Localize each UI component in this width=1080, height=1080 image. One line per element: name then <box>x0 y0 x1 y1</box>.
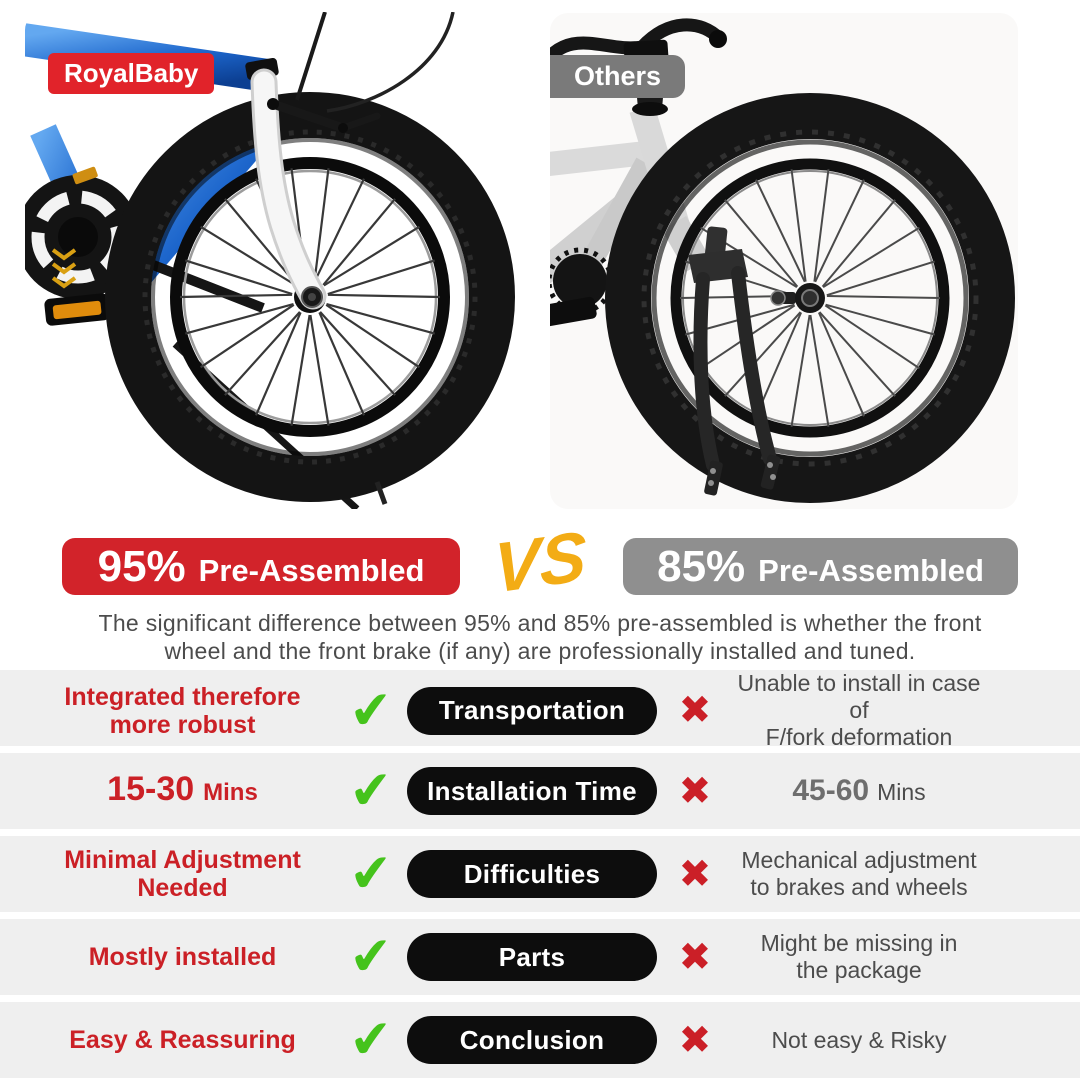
pros-cell: Easy & Reassuring <box>69 1026 296 1054</box>
pros-cell: Minimal Adjustment Needed <box>64 846 301 902</box>
cons-cell: 45-60 Mins <box>792 773 926 807</box>
banner-95-label: Pre-Assembled <box>198 553 425 588</box>
banner-95-preassembled: 95% Pre-Assembled <box>62 538 460 595</box>
pros-cell: 15-30 Mins <box>107 770 258 808</box>
white-fork <box>250 68 327 310</box>
cross-icon: ✖ <box>678 769 712 813</box>
check-icon: ✔ <box>347 926 395 988</box>
others-brand-badge: Others <box>550 55 686 98</box>
description-line-1: The significant difference between 95% a… <box>98 610 982 636</box>
banner-85-label: Pre-Assembled <box>758 553 984 588</box>
cross-icon: ✖ <box>678 852 712 896</box>
category-pill: Transportation <box>407 686 657 735</box>
detached-wheel <box>605 93 1015 503</box>
table-row-conclusion: Easy & Reassuring ✔ Conclusion ✖ Not eas… <box>0 1002 1080 1078</box>
vs-mark: VS <box>493 516 587 608</box>
pros-cell: Mostly installed <box>88 943 277 971</box>
detached-fork <box>688 226 781 496</box>
check-icon: ✔ <box>347 843 395 905</box>
cons-cell: Not easy & Risky <box>771 1026 947 1053</box>
description-line-2: wheel and the front brake (if any) are p… <box>164 638 916 664</box>
table-row-installation-time: 15-30 Mins ✔ Installation Time ✖ 45-60 Min… <box>0 753 1080 829</box>
banner-85-preassembled: 85% Pre-Assembled <box>623 538 1018 595</box>
others-bike-art <box>550 18 1015 503</box>
category-pill: Conclusion <box>407 1016 657 1064</box>
cons-cell: Unable to install in case of F/fork defo… <box>737 670 981 750</box>
royalbaby-bike-photo <box>25 12 527 509</box>
cross-icon: ✖ <box>678 935 712 979</box>
banner-95-value: 95% <box>97 542 186 591</box>
category-pill: Installation Time <box>407 767 657 815</box>
check-icon: ✔ <box>347 1009 395 1071</box>
front-brake <box>267 12 455 133</box>
category-pill: Parts <box>407 933 657 981</box>
comparison-table: Integrated therefore more robust ✔ Trans… <box>0 670 1080 1080</box>
category-pill: Difficulties <box>407 850 657 898</box>
cross-icon: ✖ <box>678 1018 712 1062</box>
cross-icon: ✖ <box>678 689 712 732</box>
table-row-difficulties: Minimal Adjustment Needed ✔ Difficulties… <box>0 836 1080 912</box>
banner-85-value: 85% <box>657 542 746 591</box>
pros-cell: Integrated therefore more robust <box>64 682 301 739</box>
cons-cell: Might be missing in the package <box>760 930 958 983</box>
royalbaby-brand-badge: RoyalBaby <box>48 53 215 94</box>
check-icon: ✔ <box>347 680 395 741</box>
description-paragraph: The significant difference between 95% a… <box>0 609 1080 665</box>
cons-cell: Mechanical adjustment to brakes and whee… <box>741 847 977 900</box>
check-icon: ✔ <box>347 760 395 822</box>
table-row-transportation: Integrated therefore more robust ✔ Trans… <box>0 670 1080 750</box>
table-row-parts: Mostly installed ✔ Parts ✖ Might be miss… <box>0 919 1080 995</box>
